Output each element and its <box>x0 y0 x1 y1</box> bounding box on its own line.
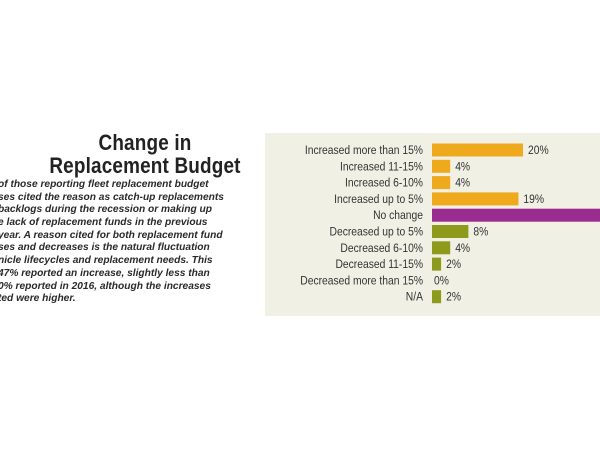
bar <box>432 159 451 173</box>
value-label: 2% <box>446 258 461 271</box>
category-label: Increased up to 5% <box>334 193 423 206</box>
body-line: year. A reason cited for both replacemen… <box>0 229 223 241</box>
value-label: 4% <box>455 242 470 255</box>
bar <box>432 241 451 255</box>
bar <box>432 176 451 190</box>
value-label: 19% <box>523 193 544 206</box>
body-line: ted were higher. <box>0 293 76 305</box>
category-label: Increased 6-10% <box>345 177 423 190</box>
value-label: 2% <box>446 291 461 304</box>
title-line-2: Replacement Budget <box>49 153 241 178</box>
bar <box>432 208 600 222</box>
value-label: 0% <box>434 275 449 288</box>
category-label: Decreased 11-15% <box>335 258 423 271</box>
bar <box>432 192 519 206</box>
body-line: backlogs during the recession or making … <box>0 204 212 216</box>
category-label: Increased 11-15% <box>340 161 423 174</box>
bar <box>432 143 523 157</box>
article-body: of those reporting fleet replacement bud… <box>0 179 260 306</box>
value-label: 8% <box>473 226 488 239</box>
body-line: 0% reported in 2016, although the increa… <box>0 280 211 292</box>
category-label: No change <box>373 210 423 223</box>
category-label: Decreased up to 5% <box>330 226 424 239</box>
value-label: 20% <box>528 144 549 157</box>
body-line: 47% reported an increase, slightly less … <box>0 267 210 279</box>
category-label: Decreased more than 15% <box>300 275 423 288</box>
body-line: nicle lifecycles and replacement needs. … <box>0 255 213 267</box>
category-label: Increased more than 15% <box>305 144 423 157</box>
category-label: Decreased 6-10% <box>340 242 423 255</box>
body-line: of those reporting fleet replacement bud… <box>0 179 209 190</box>
value-label: 4% <box>455 177 470 190</box>
value-label: 4% <box>455 161 470 174</box>
category-label: N/A <box>406 291 424 304</box>
title-line-1: Change in <box>98 130 192 155</box>
body-line: ses and decreases is the natural fluctua… <box>0 242 210 254</box>
bar <box>432 290 442 304</box>
body-line: e lack of replacement funds in the previ… <box>0 217 208 229</box>
bar <box>432 225 469 238</box>
bar <box>432 257 442 271</box>
body-line: ses cited the reason as catch-up replace… <box>0 191 224 203</box>
